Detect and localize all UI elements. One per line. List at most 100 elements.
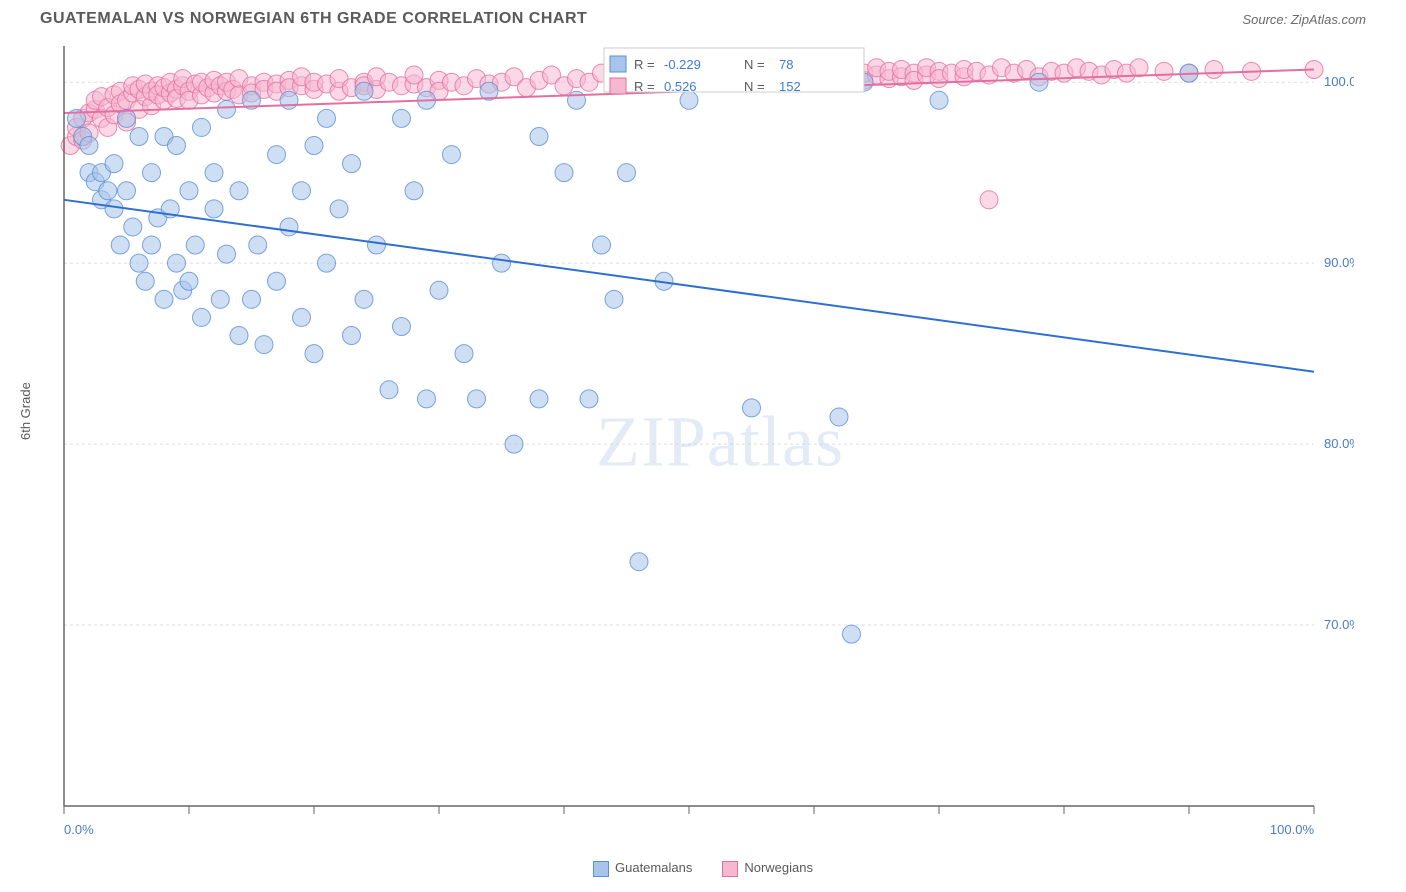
scatter-chart: 70.0%80.0%90.0%100.0%0.0%100.0%R =-0.229… [54,36,1354,856]
data-point [193,308,211,326]
x-label-left: 0.0% [64,822,94,837]
data-point [355,82,373,100]
stats-n-label: N = [744,57,765,72]
data-point [193,118,211,136]
data-point [180,182,198,200]
stats-r-value: 0.526 [664,79,697,94]
data-point [111,236,129,254]
data-point [249,236,267,254]
data-point [305,137,323,155]
data-point [455,345,473,363]
data-point [268,146,286,164]
data-point [205,200,223,218]
data-point [530,390,548,408]
data-point [293,182,311,200]
data-point [980,191,998,209]
data-point [580,390,598,408]
data-point [143,236,161,254]
data-point [505,435,523,453]
data-point [330,200,348,218]
data-point [118,182,136,200]
chart-area: 70.0%80.0%90.0%100.0%0.0%100.0%R =-0.229… [54,36,1386,856]
data-point [218,100,236,118]
data-point [930,91,948,109]
data-point [418,390,436,408]
data-point [555,164,573,182]
data-point [168,137,186,155]
data-point [180,272,198,290]
data-point [1030,73,1048,91]
data-point [80,137,98,155]
data-point [443,146,461,164]
legend-swatch [722,861,738,877]
data-point [1155,62,1173,80]
data-point [243,290,261,308]
svg-text:70.0%: 70.0% [1324,617,1354,632]
data-point [130,127,148,145]
legend-label: Guatemalans [615,860,692,875]
data-point [605,290,623,308]
data-point [468,390,486,408]
data-point [118,109,136,127]
data-point [268,272,286,290]
data-point [1205,61,1223,79]
data-point [380,381,398,399]
data-point [168,254,186,272]
data-point [343,155,361,173]
data-point [843,625,861,643]
data-point [393,317,411,335]
data-point [593,236,611,254]
legend-swatch [610,56,626,72]
legend-swatch [610,78,626,94]
data-point [186,236,204,254]
data-point [618,164,636,182]
data-point [230,327,248,345]
footer-legend: Guatemalans Norwegians [0,860,1406,877]
svg-text:80.0%: 80.0% [1324,436,1354,451]
legend-item: Guatemalans [593,860,692,877]
data-point [136,272,154,290]
data-point [124,218,142,236]
data-point [105,155,123,173]
data-point [218,245,236,263]
stats-r-value: -0.229 [664,57,701,72]
x-label-right: 100.0% [1270,822,1315,837]
data-point [130,254,148,272]
data-point [743,399,761,417]
data-point [318,254,336,272]
data-point [155,290,173,308]
data-point [305,345,323,363]
data-point [280,218,298,236]
stats-n-value: 152 [779,79,801,94]
data-point [405,182,423,200]
y-axis-label: 6th Grade [18,382,33,440]
data-point [430,281,448,299]
chart-header: GUATEMALAN VS NORWEGIAN 6TH GRADE CORREL… [0,0,1406,36]
chart-source: Source: ZipAtlas.com [1242,12,1366,27]
data-point [530,127,548,145]
data-point [343,327,361,345]
data-point [211,290,229,308]
legend-label: Norwegians [744,860,813,875]
stats-n-label: N = [744,79,765,94]
data-point [293,308,311,326]
data-point [368,236,386,254]
data-point [255,336,273,354]
legend-item: Norwegians [722,860,813,877]
data-point [280,91,298,109]
legend-swatch [593,861,609,877]
data-point [230,182,248,200]
stats-r-label: R = [634,57,655,72]
data-point [105,200,123,218]
data-point [143,164,161,182]
svg-text:100.0%: 100.0% [1324,74,1354,89]
stats-r-label: R = [634,79,655,94]
data-point [830,408,848,426]
data-point [355,290,373,308]
trend-line [64,200,1314,372]
stats-n-value: 78 [779,57,793,72]
data-point [1130,59,1148,77]
data-point [493,254,511,272]
data-point [318,109,336,127]
data-point [630,553,648,571]
